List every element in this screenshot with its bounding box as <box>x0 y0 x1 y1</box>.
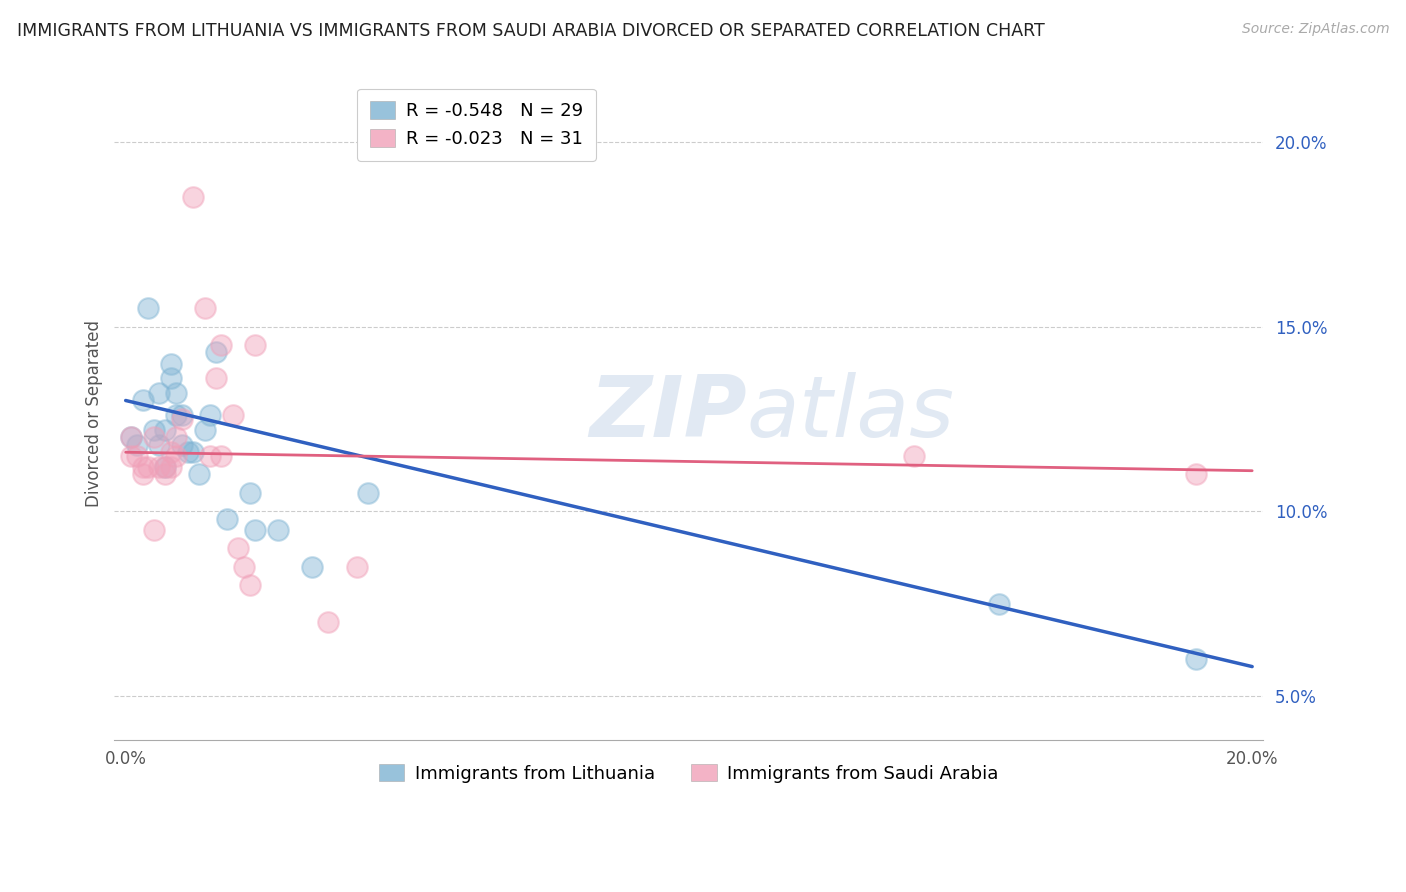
Point <box>159 357 181 371</box>
Point <box>170 438 193 452</box>
Point <box>136 460 159 475</box>
Point <box>204 345 226 359</box>
Point <box>120 449 142 463</box>
Point <box>239 486 262 500</box>
Point <box>187 467 209 482</box>
Point <box>1185 467 1208 482</box>
Point <box>239 578 262 592</box>
Point <box>193 423 215 437</box>
Point <box>170 412 193 426</box>
Text: ZIP: ZIP <box>589 372 747 455</box>
Point <box>987 597 1010 611</box>
Point <box>233 559 256 574</box>
Point <box>198 449 221 463</box>
Point <box>165 430 187 444</box>
Point <box>170 409 193 423</box>
Point <box>245 338 267 352</box>
Legend: Immigrants from Lithuania, Immigrants from Saudi Arabia: Immigrants from Lithuania, Immigrants fr… <box>368 753 1010 794</box>
Point <box>318 615 340 630</box>
Point <box>142 430 165 444</box>
Point <box>176 445 198 459</box>
Point <box>181 190 204 204</box>
Point <box>228 541 250 556</box>
Point <box>136 301 159 315</box>
Point <box>131 460 153 475</box>
Point <box>221 409 243 423</box>
Point <box>209 338 232 352</box>
Point <box>131 393 153 408</box>
Point <box>142 423 165 437</box>
Point <box>1185 652 1208 666</box>
Point <box>153 460 176 475</box>
Text: IMMIGRANTS FROM LITHUANIA VS IMMIGRANTS FROM SAUDI ARABIA DIVORCED OR SEPARATED : IMMIGRANTS FROM LITHUANIA VS IMMIGRANTS … <box>17 22 1045 40</box>
Point <box>148 386 170 401</box>
Point <box>120 430 142 444</box>
Point <box>357 486 380 500</box>
Point <box>153 467 176 482</box>
Point <box>346 559 368 574</box>
Point <box>153 460 176 475</box>
Point <box>165 449 187 463</box>
Point <box>198 409 221 423</box>
Point <box>131 467 153 482</box>
Point <box>209 449 232 463</box>
Point <box>204 371 226 385</box>
Point <box>148 438 170 452</box>
Point <box>267 523 290 537</box>
Point <box>245 523 267 537</box>
Point <box>181 445 204 459</box>
Point <box>153 423 176 437</box>
Point <box>165 386 187 401</box>
Point <box>159 371 181 385</box>
Point <box>903 449 925 463</box>
Point <box>159 445 181 459</box>
Point <box>125 438 148 452</box>
Point <box>215 512 238 526</box>
Point <box>165 409 187 423</box>
Point <box>120 430 142 444</box>
Text: Source: ZipAtlas.com: Source: ZipAtlas.com <box>1241 22 1389 37</box>
Point <box>125 449 148 463</box>
Point <box>159 460 181 475</box>
Point <box>142 523 165 537</box>
Text: atlas: atlas <box>747 372 955 455</box>
Point <box>148 460 170 475</box>
Point <box>193 301 215 315</box>
Y-axis label: Divorced or Separated: Divorced or Separated <box>86 320 103 507</box>
Point <box>301 559 323 574</box>
